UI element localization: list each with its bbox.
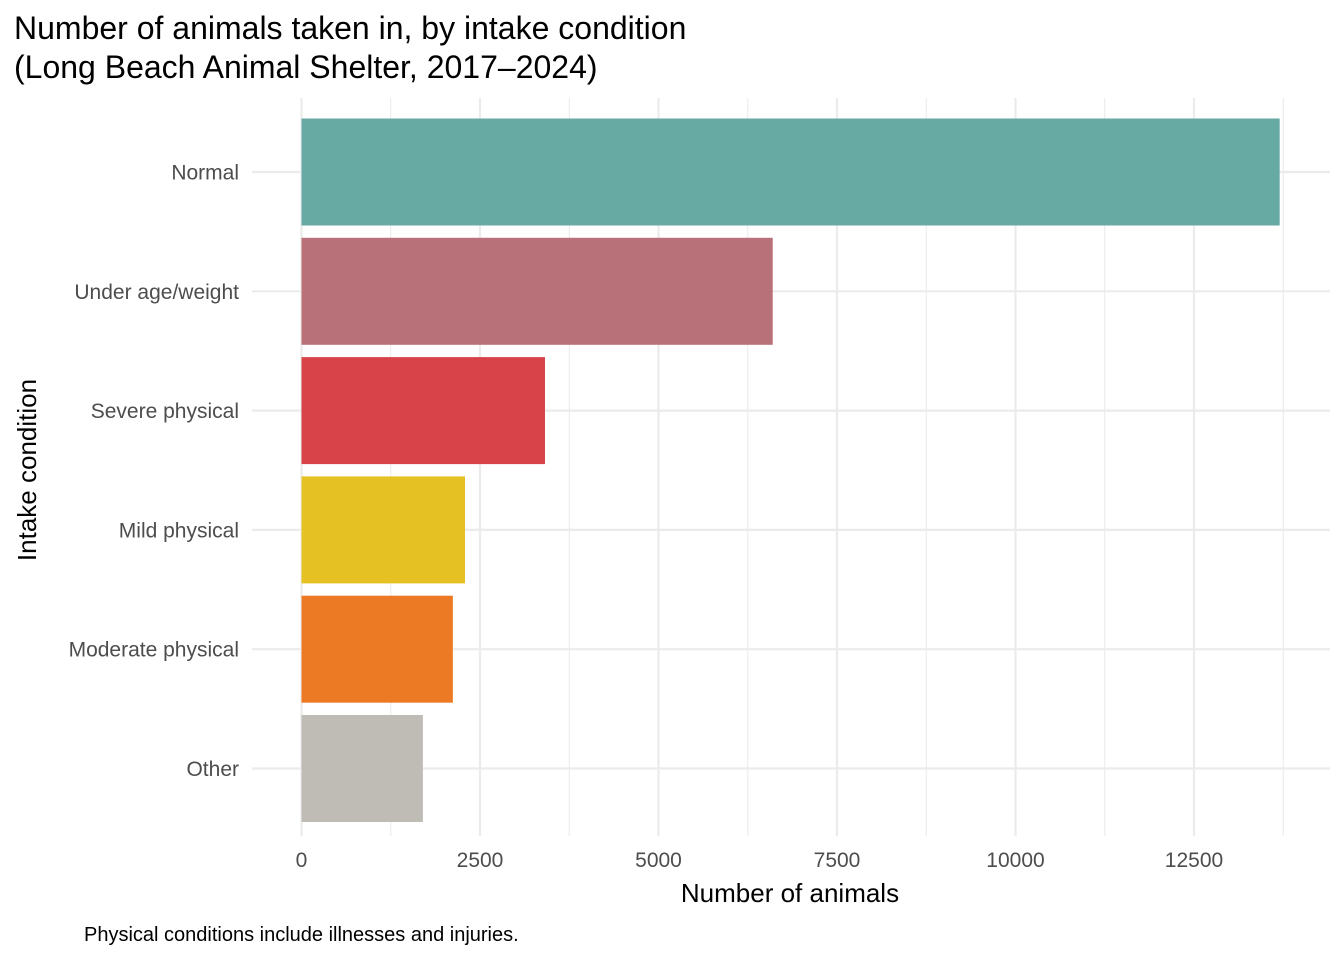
y-tick-label: Moderate physical bbox=[69, 639, 239, 662]
chart-subtitle: (Long Beach Animal Shelter, 2017–2024) bbox=[14, 49, 598, 85]
bar bbox=[301, 476, 466, 584]
y-tick-label: Severe physical bbox=[91, 400, 239, 423]
bar bbox=[301, 237, 773, 345]
y-tick-label: Other bbox=[186, 758, 239, 781]
chart-caption: Physical conditions include illnesses an… bbox=[84, 924, 519, 946]
x-axis-title: Number of animals bbox=[681, 878, 899, 908]
y-tick-labels: Normal Under age/weight Severe physical Mil… bbox=[69, 162, 240, 782]
x-tick-label: 12500 bbox=[1165, 849, 1223, 872]
bar bbox=[301, 715, 423, 822]
bars bbox=[301, 118, 1280, 822]
y-axis-title: Intake condition bbox=[12, 379, 42, 561]
x-tick-labels: 0 2500 5000 7500 10000 12500 bbox=[296, 849, 1224, 872]
y-tick-label: Under age/weight bbox=[74, 281, 239, 304]
x-tick-label: 10000 bbox=[986, 849, 1044, 872]
x-tick-label: 7500 bbox=[814, 849, 861, 872]
chart-title: Number of animals taken in, by intake co… bbox=[14, 10, 686, 46]
y-tick-label: Normal bbox=[171, 162, 239, 185]
x-tick-label: 2500 bbox=[457, 849, 504, 872]
bar bbox=[301, 118, 1280, 226]
x-tick-label: 5000 bbox=[635, 849, 682, 872]
x-tick-label: 0 bbox=[296, 849, 308, 872]
y-tick-label: Mild physical bbox=[119, 519, 239, 542]
bar bbox=[301, 595, 453, 703]
bar bbox=[301, 357, 545, 465]
